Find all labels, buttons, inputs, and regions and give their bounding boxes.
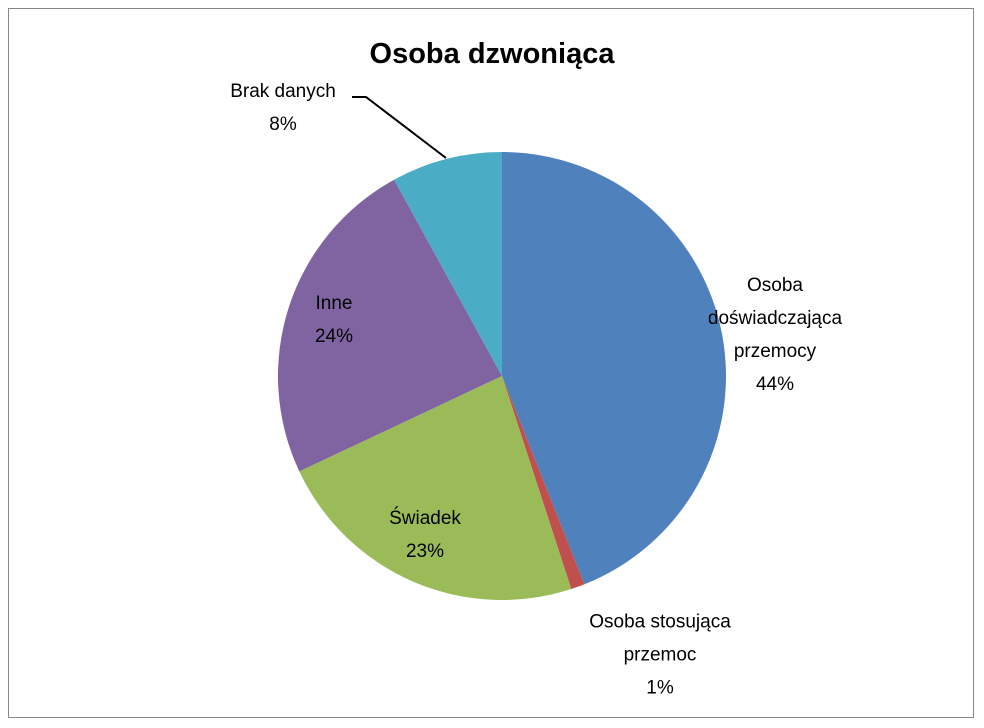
category-label: Inne (315, 293, 353, 314)
value-label: 44% (755, 374, 795, 395)
slice-label: Brak danych 8% (208, 75, 358, 141)
value-label: 8% (269, 114, 297, 135)
slice-label: Inne 24% (259, 287, 409, 353)
leader-line (352, 96, 447, 159)
pie-slice (502, 152, 727, 585)
category-label: Osoba doświadczająca przemocy (707, 275, 843, 362)
category-label: Brak danych (230, 81, 336, 102)
value-label: 23% (405, 541, 445, 562)
value-label: 1% (646, 677, 674, 699)
pie-slice (394, 152, 502, 376)
pie-slice (278, 179, 502, 472)
value-label: 24% (314, 326, 354, 347)
category-label: Osoba stosująca przemoc (589, 611, 731, 666)
pie-slice (502, 376, 585, 590)
chart-frame (8, 8, 974, 718)
slice-label: Osoba stosująca przemoc 1% (575, 606, 745, 705)
pie-slice (299, 376, 572, 600)
category-label: Świadek (389, 508, 461, 529)
slice-label: Osoba doświadczająca przemocy 44% (700, 269, 850, 401)
slice-label: Świadek 23% (350, 502, 500, 568)
chart-title: Osoba dzwoniąca (369, 38, 615, 70)
